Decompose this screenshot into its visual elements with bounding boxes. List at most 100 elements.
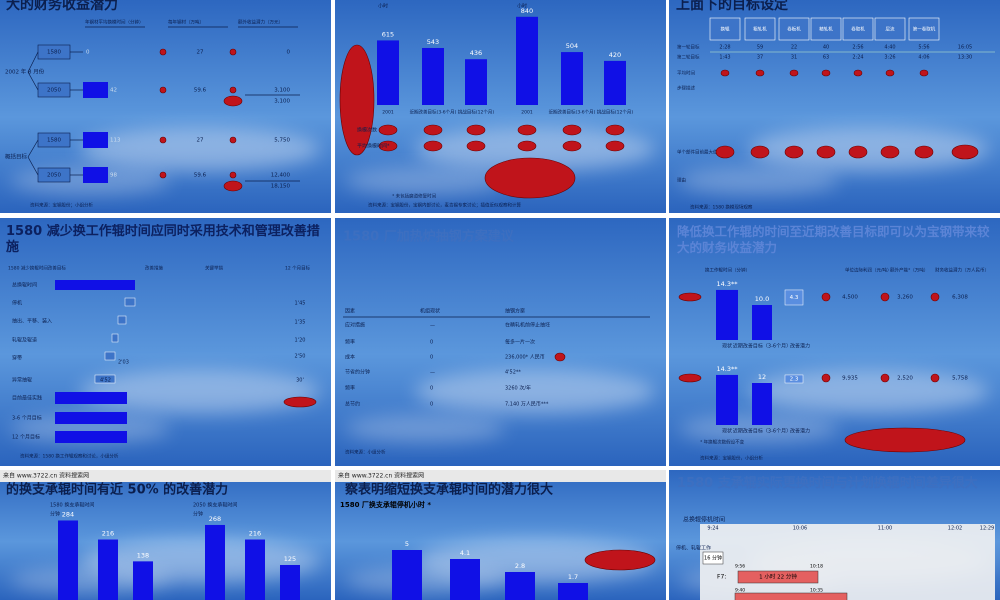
- timeline-panel: [700, 524, 995, 600]
- label: 频率: [345, 385, 355, 392]
- bar-label: 14.3**: [717, 280, 739, 288]
- callout: [584, 549, 656, 571]
- label: 2:28: [719, 45, 730, 51]
- label: 0: [287, 50, 291, 56]
- label: 资料来源：宝钢股份，小组分析: [700, 455, 763, 462]
- slide-title: 1580 减少换工作辊时间应同时采用技术和管理改善措施: [6, 224, 320, 256]
- label: 异常抽辊: [12, 377, 32, 384]
- bar-segment: [111, 333, 119, 343]
- red-badge: [229, 48, 237, 56]
- red-badge: [229, 86, 237, 94]
- label: 16:05: [958, 45, 972, 51]
- bar-label: 2.3: [790, 376, 799, 382]
- red-badge: [784, 145, 804, 159]
- label: 1:43: [719, 55, 730, 61]
- red-badge: [880, 373, 890, 383]
- label: 5,750: [274, 138, 290, 144]
- bar-label: 125: [284, 555, 296, 563]
- label: 因素: [345, 308, 355, 315]
- label: 5:56: [918, 45, 929, 51]
- bar: [465, 59, 487, 105]
- label: 单个部件目前最大值: [677, 149, 718, 156]
- cloud: [415, 127, 655, 172]
- bar-segment: [104, 351, 116, 361]
- label: 关键举措: [205, 265, 223, 272]
- label: 3:26: [884, 55, 895, 61]
- label: 资料来源：小组分析: [345, 449, 386, 456]
- label: 2:56: [852, 45, 863, 51]
- label: 2'03: [118, 360, 129, 366]
- label: 改善措施: [145, 265, 163, 272]
- label: 13:30: [958, 55, 972, 61]
- bar-label: 10.0: [755, 295, 769, 303]
- label: 3,100: [274, 88, 290, 94]
- red-badge: [423, 140, 443, 152]
- label: 额外收益潜力（万元）: [238, 19, 283, 26]
- bar-label: 543: [427, 38, 439, 46]
- label: 挑战目标(12个月): [597, 109, 633, 116]
- label: 1580 厂加热炉抽钢方案建议: [343, 229, 515, 245]
- label: 年钢材平均换模时间（分钟）: [85, 19, 144, 26]
- label: 抽钢方案: [505, 308, 525, 315]
- label: 第一卷取机: [913, 26, 936, 33]
- label: 27: [197, 138, 204, 144]
- label: 换工作辊时间（分钟）: [705, 267, 750, 274]
- label: 4'52: [100, 378, 111, 384]
- bar-segment: [55, 412, 127, 424]
- bar: [784, 374, 804, 384]
- slide-title: 降低换工作辊的时间至近期改善目标即可以为宝钢带来较大的财务收益潜力: [677, 224, 990, 255]
- bar: [450, 559, 480, 600]
- label: —: [430, 323, 435, 329]
- label: 0: [430, 355, 433, 361]
- label: 1580: [47, 138, 61, 144]
- red-badge: [919, 69, 929, 77]
- label: 0: [86, 50, 90, 56]
- label: 资料来源：1580 换模现场观察: [690, 204, 753, 211]
- bar: [58, 520, 78, 600]
- red-badge: [885, 69, 895, 77]
- label: 机组现状: [420, 308, 440, 315]
- label: 9,935: [842, 376, 858, 382]
- bar-label: 436: [470, 49, 482, 57]
- callout: [678, 373, 702, 383]
- label: 理由: [677, 177, 686, 184]
- red-badge: [821, 292, 831, 302]
- red-badge: [159, 48, 167, 56]
- red-badge: [914, 145, 934, 159]
- label: 2:24: [852, 55, 863, 61]
- red-badge: [755, 69, 765, 77]
- red-badge: [930, 373, 940, 383]
- label: 6,308: [952, 295, 968, 301]
- label: 换辊: [721, 26, 730, 33]
- step-box: [744, 17, 776, 41]
- bar-segment: [94, 374, 116, 384]
- red-badge: [715, 145, 735, 159]
- rule: [27, 51, 39, 73]
- bar-segment: [55, 392, 127, 404]
- cloud: [749, 127, 989, 172]
- red-badge: [816, 145, 836, 159]
- label: 0: [430, 402, 433, 408]
- label: 2,520: [897, 376, 913, 382]
- value-box: [83, 82, 108, 98]
- cloud: [10, 414, 170, 443]
- label: 10:35: [810, 588, 823, 594]
- red-badge: [605, 124, 625, 136]
- step-box: [810, 17, 842, 41]
- label: 来自 www.3722.cn 资料搜索网: [338, 472, 424, 480]
- label: 近期改善目标（3-6个月）: [733, 428, 791, 435]
- label: 1580 减少换辊时间改善目标: [8, 265, 66, 272]
- label: 63: [823, 55, 829, 61]
- red-badge: [517, 140, 537, 152]
- cloud: [749, 369, 989, 414]
- red-badge: [223, 180, 243, 192]
- label: * 年换辊次数假设不变: [700, 439, 745, 446]
- label: 频率: [345, 339, 355, 346]
- label: 资料来源：宝钢股份，宝钢内部讨论，麦肯锡专家讨论；插值近似观察和计算: [368, 202, 521, 209]
- label: 2'50: [295, 354, 306, 360]
- label: 目前最佳实践: [12, 395, 42, 402]
- label: 层流: [886, 26, 895, 33]
- step-box: [874, 17, 906, 41]
- label: 113: [110, 138, 121, 144]
- callout: [678, 292, 702, 302]
